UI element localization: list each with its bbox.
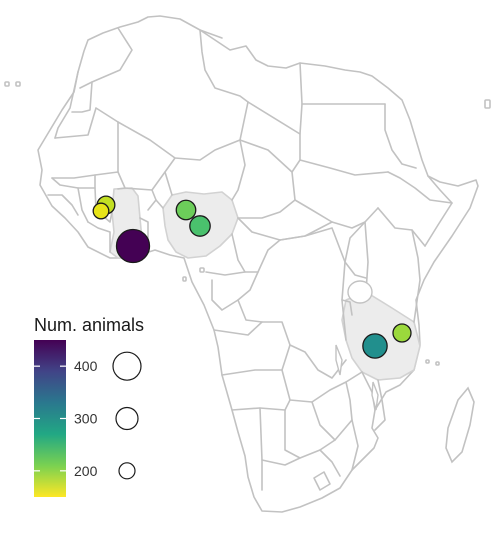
legend-tick-label-200: 200	[74, 463, 98, 479]
africa-outline	[37, 15, 479, 513]
legend-ticks: 200 300 400	[34, 358, 98, 479]
country-borders	[47, 27, 453, 491]
site-marker-nigeria-3	[175, 199, 197, 221]
lakes	[335, 280, 379, 411]
madagascar	[445, 386, 475, 464]
legend-size-circle-300	[115, 406, 139, 431]
site-marker-tanzania-6	[392, 323, 412, 343]
legend-size-circle-200	[118, 462, 136, 480]
legend-tick-label-300: 300	[74, 411, 98, 427]
legend-size-circles	[112, 351, 142, 480]
legend-tick-label-400: 400	[74, 358, 98, 374]
legend-size-circle-400	[112, 351, 142, 381]
site-marker-ghana-1	[92, 202, 110, 220]
site-marker-tanzania-5	[362, 333, 388, 359]
legend-title: Num. animals	[34, 315, 144, 335]
sites-layer	[92, 195, 412, 359]
site-marker-nigeria-4	[189, 215, 211, 237]
site-marker-ghana-2	[115, 228, 151, 264]
islands	[4, 81, 491, 464]
legend: Num. animals 200 300 400	[34, 315, 144, 497]
